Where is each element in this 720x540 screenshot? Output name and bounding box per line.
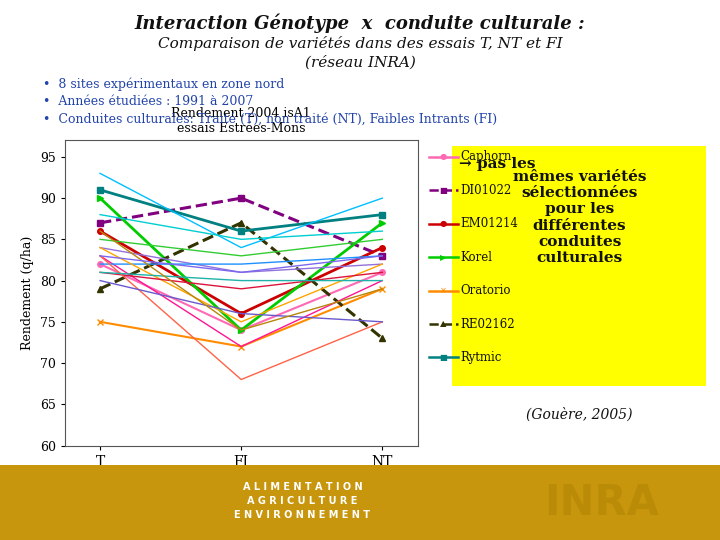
Text: ●: ● <box>440 152 447 161</box>
Text: ■: ■ <box>440 353 447 362</box>
Text: ●: ● <box>440 219 447 228</box>
Text: mêmes variétés
sélectionnées
pour les
différentes
conduites
culturales: mêmes variétés sélectionnées pour les di… <box>513 170 647 265</box>
Text: INRA: INRA <box>544 482 659 524</box>
Text: Korel: Korel <box>461 251 492 264</box>
Text: A L I M E N T A T I O N: A L I M E N T A T I O N <box>243 482 362 492</box>
Text: Oratorio: Oratorio <box>461 284 511 297</box>
Text: EM01214: EM01214 <box>461 217 518 230</box>
Text: •  8 sites expérimentaux en zone nord: • 8 sites expérimentaux en zone nord <box>43 78 284 91</box>
Text: DI01022: DI01022 <box>461 184 512 197</box>
Text: ▶: ▶ <box>440 253 447 261</box>
Text: Comparaison de variétés dans des essais T, NT et FI: Comparaison de variétés dans des essais … <box>158 36 562 51</box>
Text: ×: × <box>440 286 447 295</box>
Text: Interaction Génotype  x  conduite culturale :: Interaction Génotype x conduite cultural… <box>135 14 585 33</box>
Text: E N V I R O N N E M E N T: E N V I R O N N E M E N T <box>235 510 370 520</box>
Text: Rytmic: Rytmic <box>461 351 502 364</box>
Text: (Gouère, 2005): (Gouère, 2005) <box>526 408 633 422</box>
Text: → pas les: → pas les <box>459 157 536 171</box>
Title: Rendement 2004 isA1
essais Estrées-Mons: Rendement 2004 isA1 essais Estrées-Mons <box>171 107 311 135</box>
Text: ■: ■ <box>440 186 447 194</box>
Text: A G R I C U L T U R E: A G R I C U L T U R E <box>247 496 358 506</box>
Text: RE02162: RE02162 <box>461 318 516 330</box>
Text: Caphorn: Caphorn <box>461 150 512 163</box>
Y-axis label: Rendement (q/ha): Rendement (q/ha) <box>21 236 35 350</box>
Text: (réseau INRA): (réseau INRA) <box>305 56 415 70</box>
Text: ▲: ▲ <box>440 320 447 328</box>
Text: •  Conduites culturales: Traité (T), non traité (NT), Faibles Intrants (FI): • Conduites culturales: Traité (T), non … <box>43 112 498 125</box>
Text: •  Années étudiées : 1991 à 2007: • Années étudiées : 1991 à 2007 <box>43 95 253 108</box>
